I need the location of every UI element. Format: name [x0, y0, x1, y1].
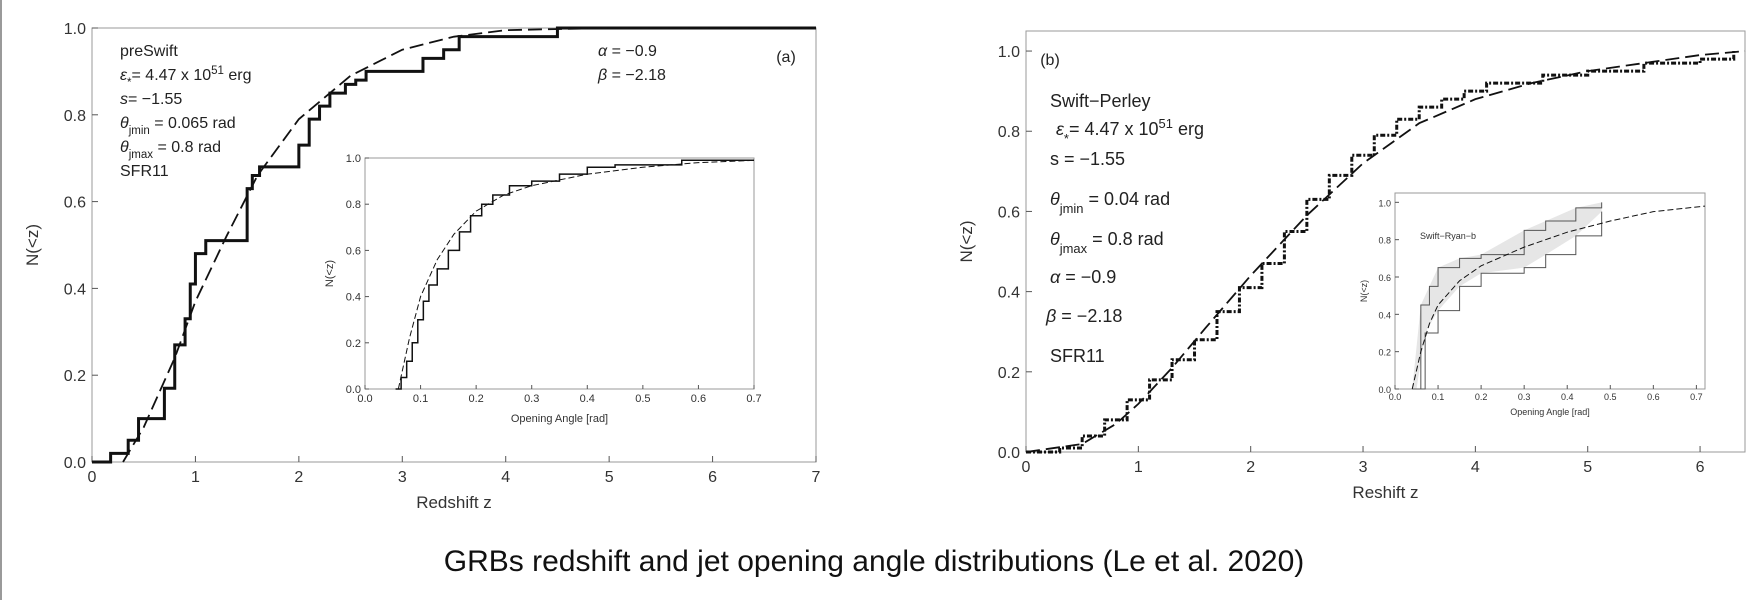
- panel-a-inset-ytick-label: 0.6: [346, 245, 361, 257]
- panel-a-xtick-label: 0: [88, 469, 97, 486]
- annot-sample: Swift−Perley: [1050, 91, 1151, 111]
- panel-b-inset-xtick-label: 0.3: [1518, 392, 1531, 402]
- panel-b-xtick-label: 6: [1696, 459, 1705, 476]
- panel-b-series-dashed: [1025, 50, 1746, 453]
- panel-b-xtick-label: 4: [1471, 459, 1480, 476]
- panel-a-inset-series-dashed: [397, 159, 755, 390]
- panel-a-inset-xtick-label: 0.1: [413, 393, 428, 405]
- panel-b-inset: 0.0 0.1 0.2 0.3 0.4 0.5 0.6 0.7 0.0 0.2 0.4 0.6 0.8 1…: [1359, 192, 1706, 417]
- panel-a-inset-ytick-label: 1.0: [346, 153, 361, 165]
- panel-b-ytick-label: 1.0: [998, 44, 1020, 61]
- panel-a-ytick-label: 0.4: [64, 281, 86, 298]
- panel-a-inset-xtick-label: 0.6: [691, 393, 706, 405]
- panel-a-inset-series-solid-step: [395, 159, 754, 390]
- panel-a-panel-label: (a): [776, 49, 796, 66]
- panel-a-xtick-label: 2: [294, 469, 303, 486]
- panel-a-xtick-label: 6: [708, 469, 717, 486]
- panel-b-inset-xtick-label: 0.7: [1690, 392, 1703, 402]
- panel-a-ytick-label: 0.6: [64, 195, 86, 212]
- annot-s: s= −1.55: [120, 91, 182, 108]
- panel-a-xtick-label: 4: [501, 469, 510, 486]
- panel-b-inset-xtick-label: 0.0: [1389, 392, 1402, 402]
- annot-energy: ε*= 4.47 x 1051 erg: [120, 65, 252, 89]
- annot-thetamin: θjmin = 0.065 rad: [120, 115, 236, 137]
- panel-a-inset: 0.0 0.1 0.2 0.3 0.4 0.5 0.6 0.7 0.0 0.2 0.4 0.6 0.8 1…: [324, 153, 762, 425]
- annot-alpha: α = −0.9: [1050, 267, 1116, 287]
- panel-a-ytick-label: 0.0: [64, 455, 86, 472]
- panel-b-xtick-label: 5: [1583, 459, 1592, 476]
- panel-b-inset-series-label: Swift−Ryan−b: [1420, 231, 1476, 241]
- panel-a-ytick-label: 1.0: [64, 21, 86, 38]
- panel-a-series-dashed: [122, 27, 816, 463]
- annot-thetamax: θjmax = 0.8 rad: [1050, 229, 1164, 256]
- annot-thetamin: θjmin = 0.04 rad: [1050, 189, 1170, 216]
- panel-b-inset-series-band-lower: [1416, 211, 1603, 390]
- annot-alpha: α = −0.9: [598, 43, 657, 60]
- panel-b-panel-label: (b): [1040, 52, 1060, 69]
- panel-a-inset-xtick-label: 0.4: [580, 393, 595, 405]
- annot-beta: β = −2.18: [597, 67, 666, 84]
- panel-b-xtick-label: 2: [1246, 459, 1255, 476]
- panel-b-inset-series-dashed: [1411, 205, 1706, 390]
- panel-b-ytick-label: 0.6: [998, 204, 1020, 221]
- panel-a-inset-ylabel: N(<z): [324, 260, 336, 287]
- panel-b-inset-ytick-label: 0.8: [1378, 236, 1391, 246]
- figure-caption: GRBs redshift and jet opening angle dist…: [443, 545, 1305, 578]
- annot-sfr: SFR11: [1050, 346, 1105, 366]
- panel-a-inset-xlabel: Opening Angle [rad]: [511, 413, 608, 425]
- panel-b-ytick-label: 0.4: [998, 285, 1020, 302]
- panel-b-inset-ylabel: N(<z): [1359, 280, 1369, 302]
- panel-b-xlabel: Reshift z: [1352, 483, 1418, 502]
- annot-sample: preSwift: [120, 43, 178, 60]
- panel-b-xtick-label: 1: [1134, 459, 1143, 476]
- panel-b-inset-band: [1412, 202, 1602, 389]
- panel-a-inset-xtick-label: 0.2: [468, 393, 483, 405]
- panel-b-inset-ytick-label: 0.2: [1378, 348, 1391, 358]
- panel-b-ytick-label: 0.2: [998, 365, 1020, 382]
- panel-a-xtick-label: 1: [191, 469, 200, 486]
- panel-b-inset-ytick-label: 0.6: [1378, 273, 1391, 283]
- panel-a-inset-xtick-label: 0.7: [746, 393, 761, 405]
- panel-b-inset-xlabel: Opening Angle [rad]: [1510, 407, 1590, 417]
- annot-sfr: SFR11: [120, 163, 169, 180]
- panel-a-inset-xtick-label: 0.0: [357, 393, 372, 405]
- panel-a-inset-xtick-label: 0.3: [524, 393, 539, 405]
- annot-energy: ε*= 4.47 x 1051 erg: [1056, 116, 1204, 146]
- panel-b-inset-ytick-label: 0.4: [1378, 310, 1391, 320]
- panel-a-xtick-label: 7: [812, 469, 821, 486]
- panel-a-inset-ytick-label: 0.4: [346, 292, 361, 304]
- panel-a-inset-frame: [364, 157, 755, 390]
- annot-beta: β = −2.18: [1045, 306, 1122, 326]
- panel-a-xlabel: Redshift z: [416, 493, 492, 512]
- panel-a-inset-xtick-label: 0.5: [635, 393, 650, 405]
- panel-b-inset-xtick-label: 0.1: [1432, 392, 1445, 402]
- panel-b-inset-xtick-label: 0.5: [1604, 392, 1617, 402]
- left-border: [0, 0, 2, 600]
- panel-b-ylabel: N(<z): [957, 220, 976, 262]
- panel-b-inset-xtick-label: 0.6: [1647, 392, 1660, 402]
- panel-a-ylabel: N(<z): [23, 224, 42, 266]
- panel-a-ytick-label: 0.8: [64, 108, 86, 125]
- panel-a-xtick-label: 5: [605, 469, 614, 486]
- panel-b-inset-series-band-upper: [1412, 202, 1603, 390]
- panel-a-inset-ytick-label: 0.0: [346, 384, 361, 396]
- panel-b-ytick-label: 0.0: [998, 445, 1020, 462]
- panel-b-ytick-label: 0.8: [998, 124, 1020, 141]
- panel-a-ytick-label: 0.2: [64, 368, 86, 385]
- panel-b-inset-xtick-label: 0.4: [1561, 392, 1574, 402]
- annot-s: s = −1.55: [1050, 149, 1125, 169]
- panel-a-inset-ytick-label: 0.2: [346, 338, 361, 350]
- panel-b-xtick-label: 0: [1022, 459, 1031, 476]
- panel-a-xtick-label: 3: [398, 469, 407, 486]
- panel-b-inset-xtick-label: 0.2: [1475, 392, 1488, 402]
- panel-a-inset-ytick-label: 0.8: [346, 199, 361, 211]
- annot-thetamax: θjmax = 0.8 rad: [120, 139, 221, 161]
- panel-b-inset-ytick-label: 1.0: [1378, 198, 1391, 208]
- panel-b-inset-ytick-label: 0.0: [1378, 385, 1391, 395]
- panel-b-xtick-label: 3: [1359, 459, 1368, 476]
